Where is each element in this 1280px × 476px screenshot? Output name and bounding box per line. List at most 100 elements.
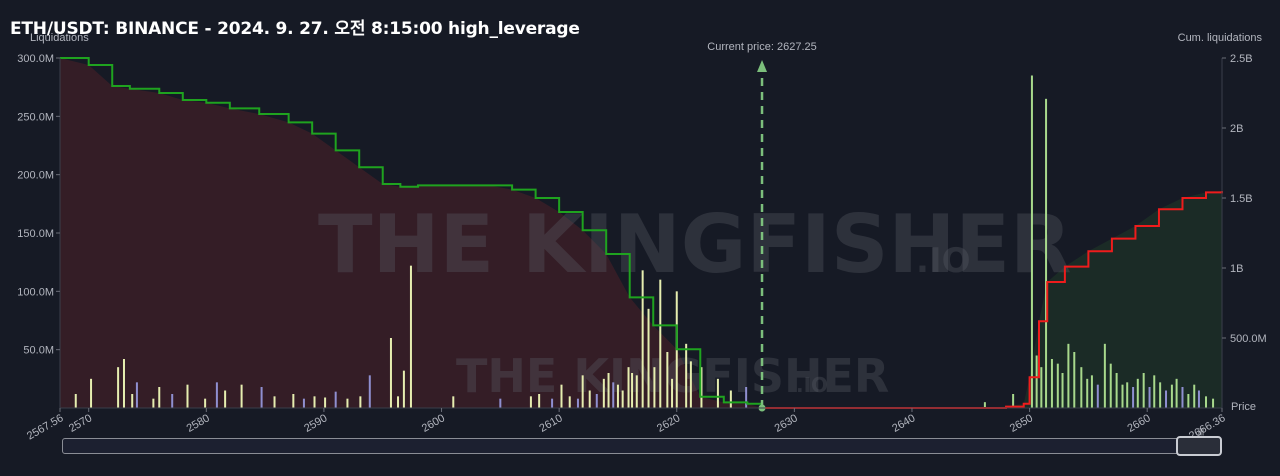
liquidation-bar — [131, 394, 134, 408]
short-cumulative-line — [60, 57, 764, 408]
liquidation-bar — [616, 384, 619, 408]
long-cumulative-line — [762, 191, 1223, 409]
liquidation-bar — [240, 384, 243, 408]
liquidation-bar — [402, 370, 405, 408]
liquidation-bar — [152, 398, 155, 408]
liquidation-bar — [647, 308, 650, 408]
liquidation-bar — [1080, 367, 1083, 408]
liquidation-bar — [302, 398, 305, 408]
liquidation-bar — [1045, 98, 1048, 408]
liquidation-bar — [171, 394, 174, 408]
liquidation-bar — [1175, 378, 1178, 408]
liquidation-bar — [568, 396, 571, 408]
liquidation-bar — [1073, 352, 1076, 408]
y-tick-label: 150.0M — [17, 228, 54, 240]
x-tick-label: 2580 — [185, 412, 212, 435]
x-tick-label: 2650 — [1008, 412, 1035, 435]
liquidation-bar — [186, 384, 189, 408]
liquidation-bar — [359, 396, 362, 408]
liquidation-bar — [700, 367, 703, 408]
current-price-label: Current price: 2627.25 — [707, 41, 816, 53]
liquidation-bar — [324, 397, 327, 408]
y-tick-label: 50.0M — [23, 345, 54, 357]
long-side-fill — [762, 191, 1222, 408]
liquidation-bar — [1061, 373, 1064, 408]
liquidation-bar — [135, 382, 138, 408]
price-axis-label: Price — [1230, 401, 1256, 413]
liquidation-bar — [666, 352, 669, 408]
liquidation-bar — [1153, 375, 1156, 408]
watermark-text-large: THE KINGFISHER — [318, 198, 1072, 291]
left-axis-label: Liquidations — [30, 32, 89, 44]
liquidation-bar — [602, 378, 605, 408]
liquidation-bar — [1067, 343, 1070, 408]
liquidation-bar — [1212, 398, 1215, 408]
liquidation-bar — [1030, 75, 1033, 408]
chart-title: ETH/USDT: BINANCE - 2024. 9. 27. 오전 8:15… — [10, 19, 580, 39]
range-scrollbar-handle[interactable] — [1176, 436, 1222, 456]
x-tick-label: 2590 — [302, 412, 329, 435]
liquidation-bar — [716, 378, 719, 408]
liquidation-bar — [551, 398, 554, 408]
x-tick-label: 2660 — [1125, 412, 1152, 435]
liquidation-bar — [292, 394, 295, 408]
liquidation-bar — [729, 390, 732, 408]
liquidation-bar — [1096, 384, 1099, 408]
liquidation-bar — [745, 387, 748, 408]
liquidation-bar — [1181, 387, 1184, 408]
x-tick-label: 2567.56 — [25, 412, 65, 442]
liquidation-bar — [368, 375, 371, 408]
liquidation-bar — [389, 338, 392, 408]
short-side-fill — [60, 58, 763, 408]
x-tick-label: 2570 — [67, 412, 94, 435]
liquidation-bar — [1086, 378, 1089, 408]
x-tick-label: 2620 — [655, 412, 682, 435]
liquidation-bar — [1170, 384, 1173, 408]
liquidation-bar — [260, 387, 263, 408]
liquidation-bar — [689, 361, 692, 408]
liquidation-bar — [215, 382, 218, 408]
liquidation-bar — [576, 398, 579, 408]
liquidation-bar — [1193, 384, 1196, 408]
liquidation-bar — [627, 367, 630, 408]
y-tick-label: 100.0M — [17, 286, 54, 298]
liquidation-bar — [635, 375, 638, 408]
liquidation-bar — [1142, 373, 1145, 408]
liquidation-bar — [1132, 387, 1135, 408]
liquidation-bar — [1056, 363, 1059, 408]
liquidation-bar — [1050, 359, 1053, 408]
liquidation-bar — [621, 390, 624, 408]
liquidation-bar — [560, 384, 563, 408]
scrollbar-grip-icon: ||| — [1197, 427, 1205, 436]
liquidation-bar — [1159, 382, 1162, 408]
liquidation-bar — [1109, 363, 1112, 408]
liquidation-bar — [581, 375, 584, 408]
y2-tick-label: 500.0M — [1230, 333, 1267, 345]
liquidation-bar — [117, 367, 120, 408]
liquidation-bar — [612, 382, 615, 408]
liquidation-bar — [1136, 378, 1139, 408]
y-tick-label: 250.0M — [17, 111, 54, 123]
liquidation-bar — [607, 373, 610, 408]
liquidation-bar — [1121, 384, 1124, 408]
liquidation-bar — [1126, 382, 1129, 408]
liquidation-bar — [1035, 355, 1038, 408]
liquidation-bar — [122, 359, 125, 408]
x-tick-label: 2600 — [420, 412, 447, 435]
liquidation-bar — [659, 279, 662, 408]
liquidation-bar — [653, 367, 656, 408]
liquidation-bar — [685, 343, 688, 408]
liquidation-bar — [334, 391, 337, 408]
y-tick-label: 300.0M — [17, 53, 54, 65]
liquidation-bar — [1103, 343, 1106, 408]
liquidation-bar — [499, 398, 502, 408]
current-price-arrow-icon — [757, 60, 768, 72]
y2-tick-label: 2.5B — [1230, 53, 1253, 65]
liquidation-bar — [204, 398, 207, 408]
liquidation-bar — [158, 387, 161, 408]
liquidation-bar — [1115, 373, 1118, 408]
liquidation-bar — [346, 398, 349, 408]
range-scrollbar[interactable] — [62, 438, 1222, 454]
liquidation-bar — [588, 390, 591, 408]
